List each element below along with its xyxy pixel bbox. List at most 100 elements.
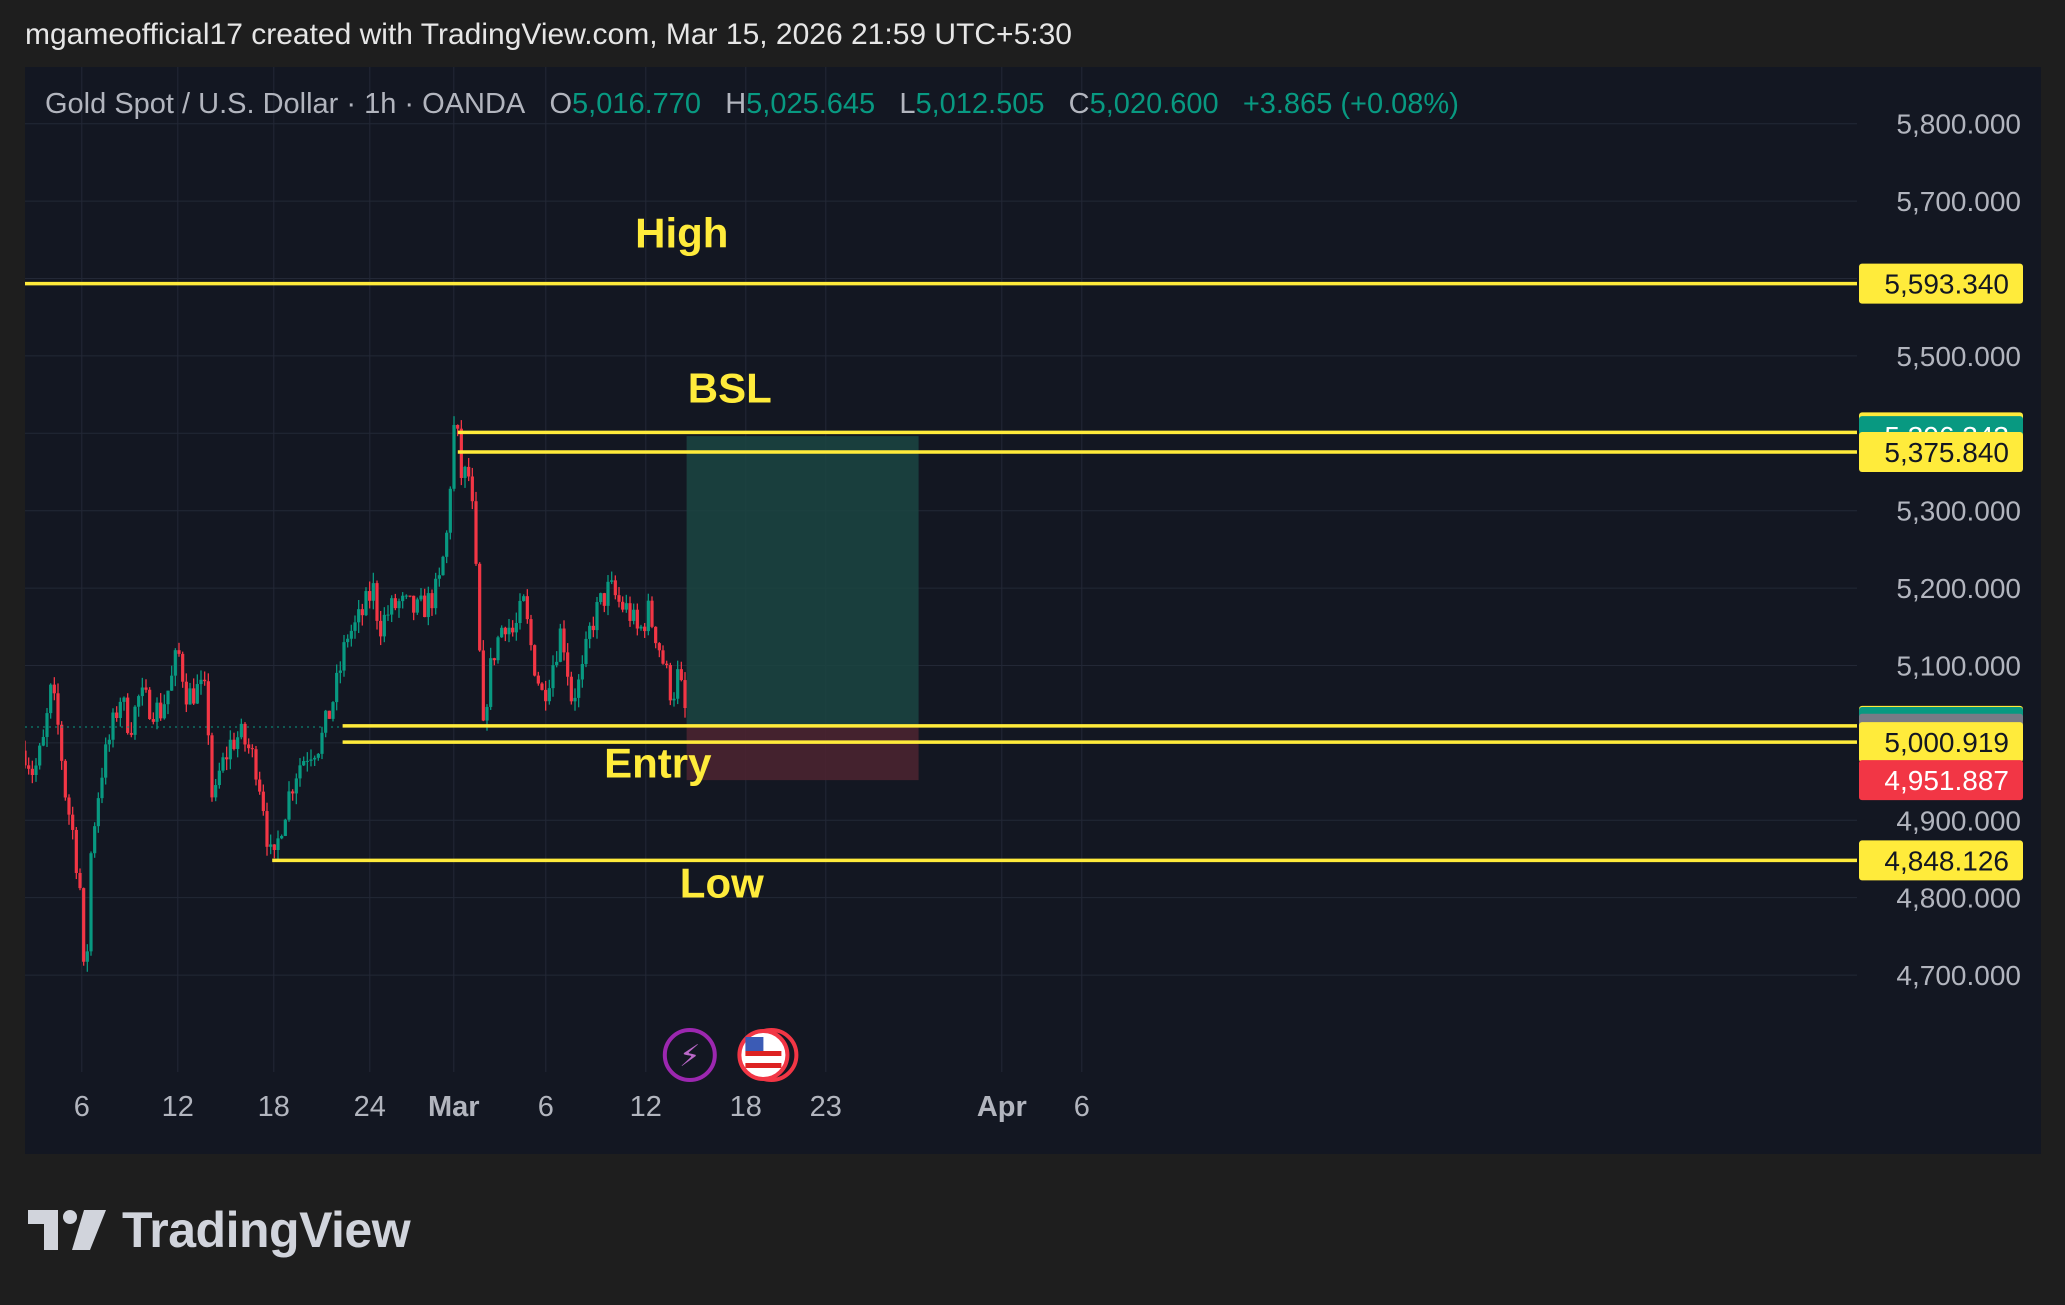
candle-body — [518, 600, 522, 624]
candle-body — [287, 791, 291, 820]
price-axis-label: 5,700.000 — [1896, 186, 2021, 217]
tradingview-logo[interactable]: TradingView — [28, 1200, 411, 1260]
candle-body — [643, 626, 647, 632]
candle-body — [426, 593, 430, 618]
candle-body — [320, 732, 324, 754]
candle-body — [419, 595, 423, 600]
candle-body — [551, 665, 555, 689]
candle-body — [188, 688, 192, 705]
candle-body — [298, 765, 302, 779]
candle-body — [280, 835, 284, 839]
time-axis-label: Apr — [977, 1091, 1027, 1123]
candle-body — [206, 681, 210, 736]
candle-body — [346, 638, 350, 643]
close-value: 5,020.600 — [1089, 88, 1219, 120]
candle-body — [192, 688, 196, 704]
candle-body — [316, 753, 320, 758]
candle-body — [309, 759, 313, 761]
candle-body — [38, 745, 42, 766]
price-chart[interactable]: HighBSLEntryLow5,800.0005,700.0005,600.0… — [25, 67, 2041, 1154]
candle-body — [445, 532, 449, 557]
candle-body — [96, 798, 100, 827]
candle-body — [25, 750, 27, 766]
candle-body — [489, 658, 493, 707]
price-change: +3.865 (+0.08%) — [1242, 88, 1459, 120]
candle-body — [632, 609, 636, 621]
candle-body — [239, 723, 243, 738]
level-text-label: Entry — [604, 740, 712, 787]
candle-body — [379, 620, 383, 637]
level-text-label: BSL — [688, 364, 772, 411]
time-axis-label: 18 — [258, 1091, 290, 1123]
candle-body — [181, 653, 185, 682]
candle-body — [71, 814, 75, 830]
lightning-event-icon[interactable] — [662, 1028, 717, 1082]
candle-body — [360, 609, 364, 616]
symbol-legend: Gold Spot / U.S. Dollar · 1h · OANDA O5,… — [45, 88, 1459, 121]
price-tag[interactable] — [1859, 431, 2023, 472]
candle-body — [401, 595, 405, 602]
candle-body — [170, 675, 174, 691]
candle-body — [203, 679, 207, 682]
candle-body — [540, 683, 544, 690]
price-tag[interactable] — [1859, 760, 2023, 801]
candle-body — [357, 609, 361, 623]
candle-body — [602, 593, 606, 606]
candle-body — [657, 643, 661, 651]
price-tag-label: 4,848.126 — [1884, 845, 2009, 876]
candle-body — [353, 622, 357, 631]
candle-body — [478, 563, 482, 651]
candle-body — [254, 749, 258, 780]
candle-body — [569, 676, 573, 702]
candle-body — [463, 466, 467, 478]
candle-body — [507, 627, 511, 635]
candle-body — [441, 556, 445, 576]
stop-zone[interactable] — [686, 726, 919, 781]
candle-body — [294, 778, 298, 794]
low-label: L — [899, 88, 916, 120]
candle-body — [210, 735, 214, 798]
candle-body — [265, 811, 269, 847]
price-tag[interactable] — [1859, 263, 2023, 304]
candle-body — [646, 600, 650, 632]
candle-body — [595, 602, 599, 631]
price-axis-label: 5,300.000 — [1896, 496, 2021, 527]
time-axis-label: 23 — [810, 1091, 842, 1123]
price-tag-label: 5,375.840 — [1884, 437, 2009, 468]
candle-body — [261, 791, 265, 812]
candle-body — [276, 838, 280, 851]
candle-body — [511, 627, 515, 633]
time-axis-label: 18 — [730, 1091, 762, 1123]
price-axis-label: 5,500.000 — [1896, 341, 2021, 372]
candle-body — [195, 684, 199, 704]
candle-body — [467, 466, 471, 477]
candle-body — [423, 595, 427, 618]
candle-body — [199, 679, 203, 685]
candle-body — [247, 744, 251, 749]
candle-body — [672, 698, 676, 701]
candle-body — [529, 619, 533, 646]
candle-body — [63, 760, 67, 798]
chart-panel[interactable]: HighBSLEntryLow5,800.0005,700.0005,600.0… — [25, 67, 2041, 1154]
candle-body — [470, 476, 474, 502]
candle-body — [654, 626, 658, 644]
price-axis-label: 4,800.000 — [1896, 883, 2021, 914]
time-axis-label: 12 — [630, 1091, 662, 1123]
candle-body — [599, 593, 603, 603]
target-zone[interactable] — [686, 436, 919, 727]
price-tag[interactable] — [1859, 722, 2023, 763]
candle-body — [661, 650, 665, 664]
candle-body — [375, 583, 379, 621]
open-value: 5,016.770 — [572, 88, 702, 120]
candle-body — [305, 760, 309, 762]
candle-body — [562, 628, 566, 653]
candle-body — [679, 669, 683, 681]
candle-body — [382, 614, 386, 637]
candle-body — [144, 687, 148, 690]
candle-body — [610, 580, 614, 582]
time-axis-label: 12 — [162, 1091, 194, 1123]
candle-body — [514, 623, 518, 633]
candle-body — [522, 596, 526, 601]
price-tag[interactable] — [1859, 840, 2023, 881]
candle-body — [27, 765, 31, 769]
